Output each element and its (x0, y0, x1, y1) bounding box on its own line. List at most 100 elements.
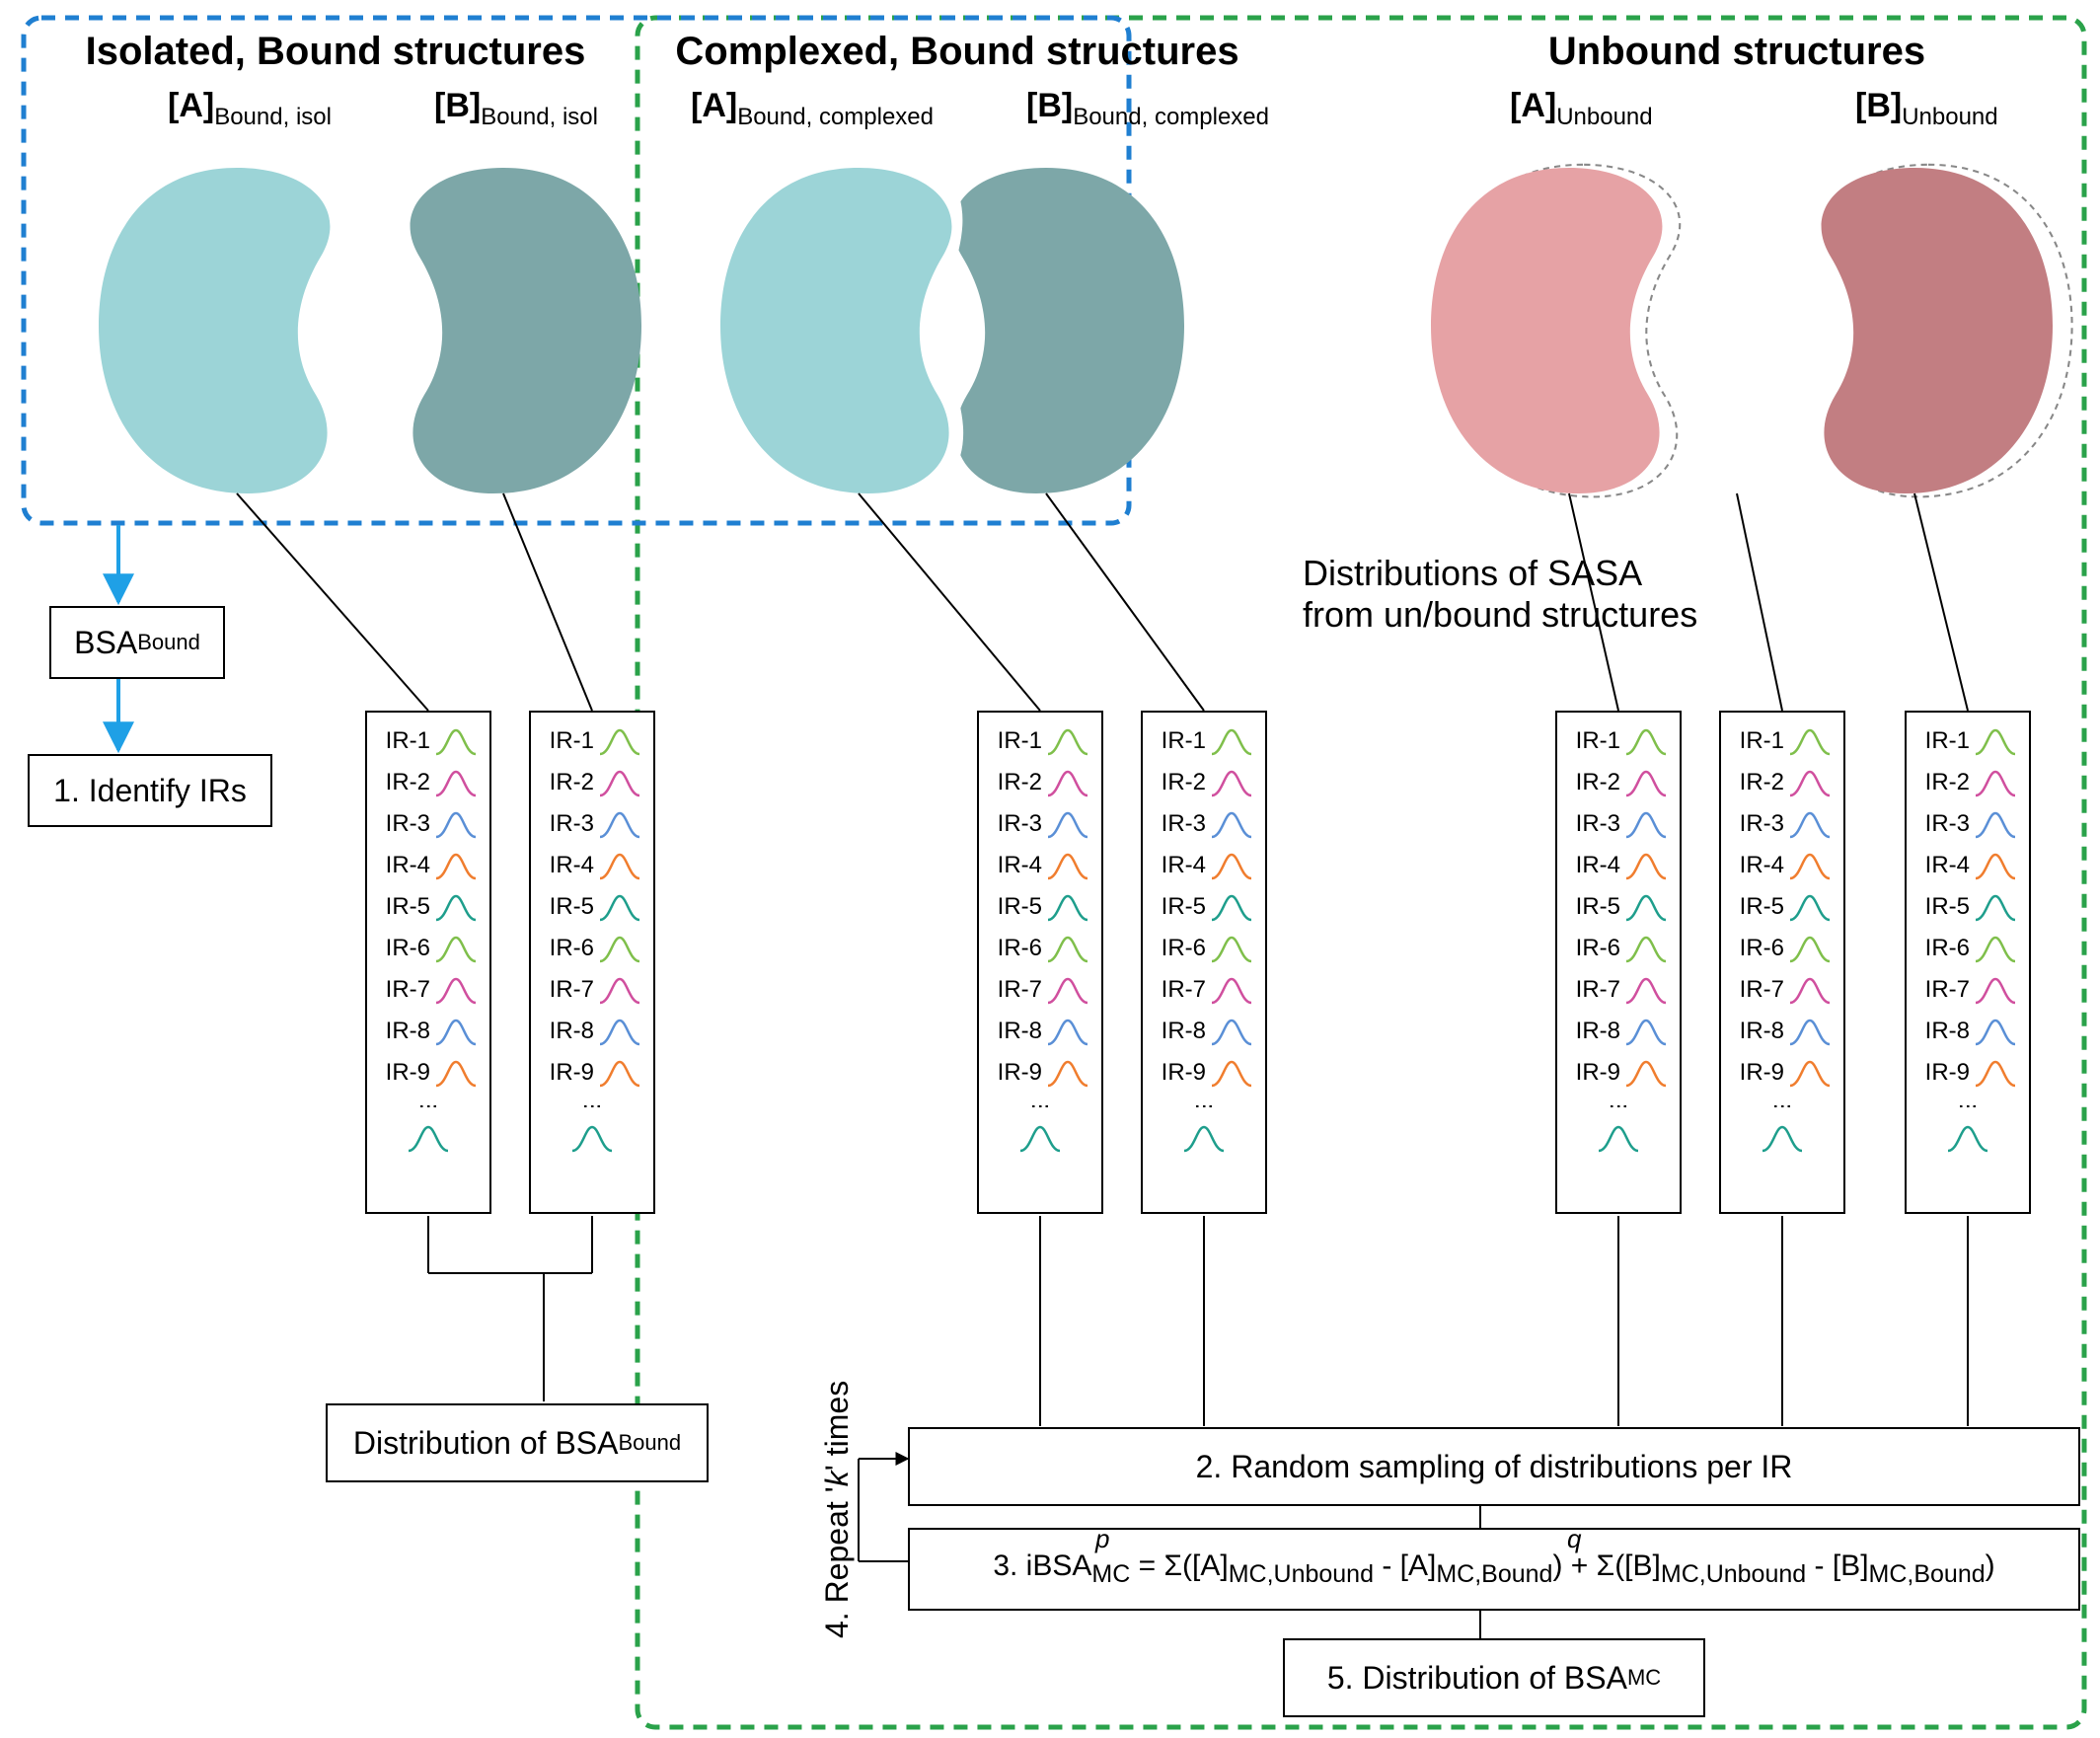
ir-row: IR-5 (1147, 886, 1261, 928)
ir-row: IR-1 (1911, 720, 2025, 762)
ir-row: IR-6 (1725, 928, 1839, 969)
ir-row: IR-1 (983, 720, 1097, 762)
ir-label: IR-3 (543, 810, 594, 838)
ir-row: IR-3 (535, 803, 649, 845)
ir-row: IR-6 (371, 928, 486, 969)
ir-label: IR-2 (543, 769, 594, 796)
ir-label: IR-1 (1918, 727, 1970, 755)
ir-label: IR-6 (379, 935, 430, 962)
ir-label: IR-7 (1155, 976, 1206, 1004)
ir-distribution-column: IR-1 IR-2 IR-3 IR-4 IR-5 IR-6 IR-7 (529, 711, 655, 1214)
ir-row: IR-7 (1725, 969, 1839, 1011)
ir-label: IR-8 (991, 1018, 1042, 1045)
ir-row: IR-2 (1561, 762, 1676, 803)
ir-label: IR-2 (1569, 769, 1620, 796)
identify-irs-box: 1. Identify IRs (28, 754, 272, 827)
ir-label: IR-6 (1918, 935, 1970, 962)
ir-label: IR-7 (543, 976, 594, 1004)
ir-row: IR-2 (1147, 762, 1261, 803)
ir-label: IR-4 (1918, 852, 1970, 879)
ir-row: IR-7 (1561, 969, 1676, 1011)
structure-label: [B]Bound, isol (434, 87, 598, 131)
ir-label: IR-3 (379, 810, 430, 838)
ir-row: IR-2 (1725, 762, 1839, 803)
ir-row (1147, 1117, 1261, 1159)
ir-label: IR-9 (1733, 1059, 1784, 1087)
ir-label: IR-1 (1733, 727, 1784, 755)
bsa-bound-box: BSABound (49, 606, 225, 679)
ir-row: IR-1 (535, 720, 649, 762)
ir-row: IR-3 (1147, 803, 1261, 845)
ir-row: IR-5 (983, 886, 1097, 928)
ir-label: IR-7 (1918, 976, 1970, 1004)
ir-distribution-column: IR-1 IR-2 IR-3 IR-4 IR-5 IR-6 IR-7 (365, 711, 491, 1214)
ir-row: IR-9 (1725, 1052, 1839, 1094)
ir-row: IR-8 (1147, 1011, 1261, 1052)
ir-row: IR-1 (371, 720, 486, 762)
ir-label: IR-8 (1569, 1018, 1620, 1045)
ir-label: IR-1 (379, 727, 430, 755)
ir-ellipsis: ⋮ (535, 1094, 649, 1117)
section-title: Complexed, Bound structures (651, 30, 1263, 74)
ir-row: IR-2 (371, 762, 486, 803)
ir-row: IR-3 (1911, 803, 2025, 845)
ir-label: IR-6 (1155, 935, 1206, 962)
ir-label: IR-5 (379, 893, 430, 921)
ir-label: IR-7 (1569, 976, 1620, 1004)
ir-row: IR-2 (983, 762, 1097, 803)
ir-label: IR-5 (1918, 893, 1970, 921)
ir-row: IR-8 (1911, 1011, 2025, 1052)
ir-label: IR-9 (991, 1059, 1042, 1087)
ir-ellipsis: ⋮ (371, 1094, 486, 1117)
ir-row: IR-4 (1147, 845, 1261, 886)
ir-row: IR-9 (535, 1052, 649, 1094)
ir-row: IR-9 (1561, 1052, 1676, 1094)
ir-row: IR-5 (1725, 886, 1839, 928)
ir-label: IR-5 (991, 893, 1042, 921)
ir-ellipsis: ⋮ (983, 1094, 1097, 1117)
ir-label: IR-2 (991, 769, 1042, 796)
step2-box: 2. Random sampling of distributions per … (908, 1427, 2080, 1506)
structure-label: [A]Bound, complexed (691, 87, 934, 131)
ir-row: IR-7 (371, 969, 486, 1011)
ir-row (983, 1117, 1097, 1159)
ir-ellipsis: ⋮ (1147, 1094, 1261, 1117)
ir-label: IR-9 (543, 1059, 594, 1087)
repeat-label: 4. Repeat 'k' times (819, 1381, 856, 1638)
structure-label: [B]Unbound (1855, 87, 1998, 131)
ir-row: IR-4 (1911, 845, 2025, 886)
ir-row: IR-8 (983, 1011, 1097, 1052)
ir-label: IR-2 (1733, 769, 1784, 796)
ir-label: IR-4 (1155, 852, 1206, 879)
ir-row: IR-3 (1725, 803, 1839, 845)
structure-label: [B]Bound, complexed (1026, 87, 1269, 131)
ir-row: IR-7 (983, 969, 1097, 1011)
ir-row: IR-7 (1147, 969, 1261, 1011)
ir-ellipsis: ⋮ (1911, 1094, 2025, 1117)
ir-row: IR-6 (535, 928, 649, 969)
ir-label: IR-3 (1569, 810, 1620, 838)
ir-label: IR-4 (991, 852, 1042, 879)
ir-label: IR-8 (543, 1018, 594, 1045)
ir-row: IR-9 (1911, 1052, 2025, 1094)
ir-label: IR-9 (379, 1059, 430, 1087)
dist-bsa-bound-box: Distribution of BSABound (326, 1403, 709, 1482)
ir-row: IR-6 (1561, 928, 1676, 969)
ir-ellipsis: ⋮ (1725, 1094, 1839, 1117)
ir-distribution-column: IR-1 IR-2 IR-3 IR-4 IR-5 IR-6 IR-7 (1719, 711, 1845, 1214)
ir-row: IR-4 (983, 845, 1097, 886)
ir-label: IR-4 (1569, 852, 1620, 879)
sasa-description: Distributions of SASAfrom un/bound struc… (1303, 553, 1796, 636)
ir-row: IR-5 (1911, 886, 2025, 928)
ir-label: IR-3 (991, 810, 1042, 838)
ir-row: IR-5 (535, 886, 649, 928)
ir-distribution-column: IR-1 IR-2 IR-3 IR-4 IR-5 IR-6 IR-7 (977, 711, 1103, 1214)
ir-row: IR-1 (1561, 720, 1676, 762)
ir-label: IR-8 (1733, 1018, 1784, 1045)
structure-label: [A]Bound, isol (168, 87, 332, 131)
ir-label: IR-5 (1733, 893, 1784, 921)
ir-distribution-column: IR-1 IR-2 IR-3 IR-4 IR-5 IR-6 IR-7 (1905, 711, 2031, 1214)
ir-row (1561, 1117, 1676, 1159)
ir-row: IR-3 (983, 803, 1097, 845)
ir-row: IR-9 (1147, 1052, 1261, 1094)
